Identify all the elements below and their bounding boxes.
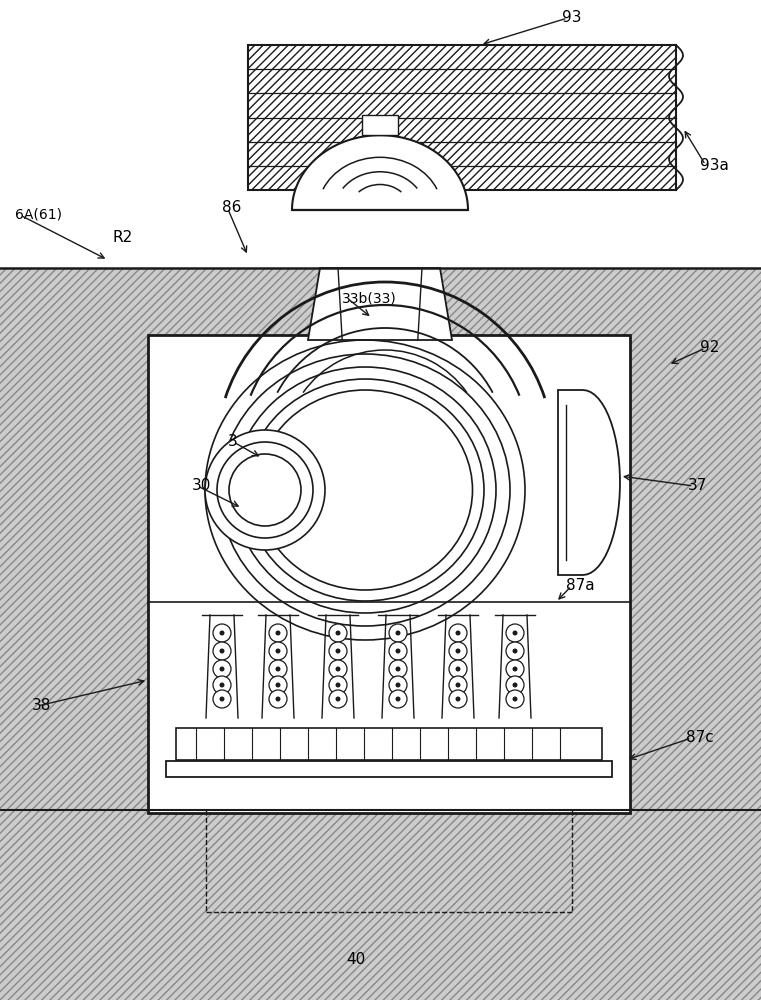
Circle shape — [217, 442, 313, 538]
Bar — [0, 268, 761, 810]
Circle shape — [275, 696, 281, 702]
Circle shape — [269, 624, 287, 642]
Circle shape — [506, 642, 524, 660]
Text: 6A(61): 6A(61) — [15, 208, 62, 222]
Circle shape — [456, 631, 460, 636]
Circle shape — [336, 666, 340, 672]
Circle shape — [449, 624, 467, 642]
Circle shape — [512, 666, 517, 672]
Circle shape — [396, 696, 400, 702]
Circle shape — [219, 648, 224, 654]
Circle shape — [449, 676, 467, 694]
Circle shape — [275, 631, 281, 636]
Text: 86: 86 — [222, 200, 241, 216]
Circle shape — [449, 642, 467, 660]
Bar — [248, 45, 676, 190]
Circle shape — [329, 642, 347, 660]
Circle shape — [329, 676, 347, 694]
Circle shape — [219, 631, 224, 636]
Bar — [362, 115, 398, 135]
Text: 33b(33): 33b(33) — [342, 291, 396, 305]
Circle shape — [512, 648, 517, 654]
Circle shape — [389, 624, 407, 642]
Bar — [0, 268, 761, 810]
Text: 38: 38 — [32, 698, 52, 714]
Circle shape — [456, 682, 460, 688]
Circle shape — [456, 696, 460, 702]
Circle shape — [456, 648, 460, 654]
Circle shape — [275, 682, 281, 688]
Circle shape — [213, 660, 231, 678]
Circle shape — [389, 690, 407, 708]
Circle shape — [456, 666, 460, 672]
Text: 93: 93 — [562, 10, 581, 25]
Circle shape — [396, 666, 400, 672]
Circle shape — [213, 690, 231, 708]
Text: 87c: 87c — [686, 730, 714, 746]
Circle shape — [506, 690, 524, 708]
Circle shape — [213, 642, 231, 660]
Text: 87a: 87a — [566, 578, 594, 593]
Circle shape — [506, 676, 524, 694]
Polygon shape — [292, 135, 468, 210]
Circle shape — [269, 642, 287, 660]
Text: 92: 92 — [700, 340, 719, 356]
Circle shape — [275, 666, 281, 672]
Circle shape — [512, 682, 517, 688]
Circle shape — [213, 624, 231, 642]
Circle shape — [205, 430, 325, 550]
Circle shape — [269, 660, 287, 678]
Circle shape — [336, 631, 340, 636]
Circle shape — [219, 666, 224, 672]
Text: 3: 3 — [228, 434, 237, 450]
Text: 30: 30 — [192, 479, 212, 493]
Circle shape — [512, 631, 517, 636]
Text: R2: R2 — [112, 231, 132, 245]
Circle shape — [213, 676, 231, 694]
Circle shape — [336, 696, 340, 702]
Circle shape — [219, 682, 224, 688]
Circle shape — [506, 660, 524, 678]
Circle shape — [329, 624, 347, 642]
Bar — [176, 728, 602, 760]
Bar — [0, 810, 761, 1000]
Circle shape — [396, 631, 400, 636]
Circle shape — [219, 696, 224, 702]
Bar — [248, 45, 676, 190]
Circle shape — [396, 648, 400, 654]
Bar — [166, 761, 612, 777]
Circle shape — [506, 624, 524, 642]
Polygon shape — [308, 268, 452, 340]
Circle shape — [389, 676, 407, 694]
Circle shape — [269, 690, 287, 708]
Circle shape — [336, 682, 340, 688]
Polygon shape — [558, 390, 620, 575]
Circle shape — [449, 690, 467, 708]
Bar — [0, 810, 761, 1000]
Text: 37: 37 — [688, 479, 708, 493]
Circle shape — [512, 696, 517, 702]
Text: 40: 40 — [346, 952, 365, 968]
Text: 93a: 93a — [700, 157, 729, 172]
Circle shape — [389, 642, 407, 660]
Circle shape — [449, 660, 467, 678]
Circle shape — [389, 660, 407, 678]
Circle shape — [329, 660, 347, 678]
Circle shape — [329, 690, 347, 708]
Bar — [148, 335, 630, 813]
Circle shape — [336, 648, 340, 654]
Circle shape — [275, 648, 281, 654]
Circle shape — [269, 676, 287, 694]
Circle shape — [229, 454, 301, 526]
Circle shape — [396, 682, 400, 688]
